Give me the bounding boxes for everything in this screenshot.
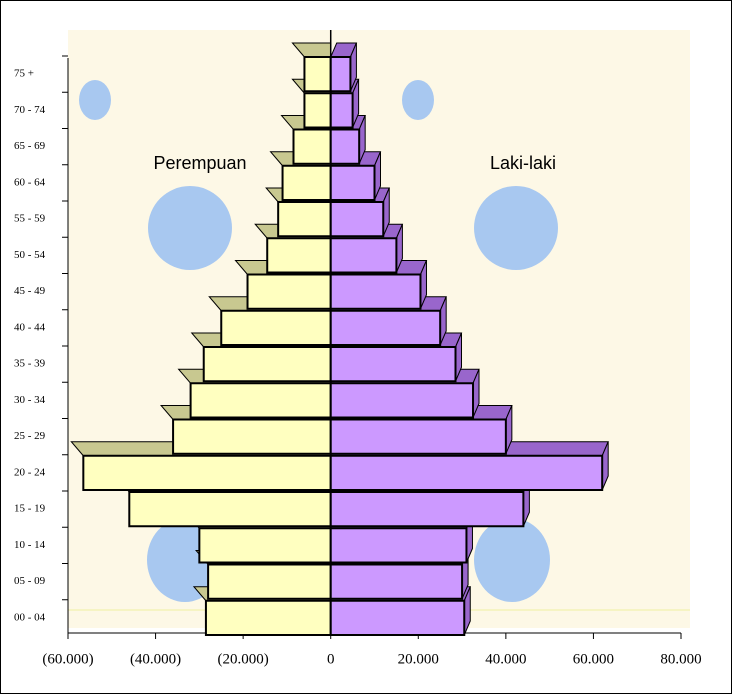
bar	[202, 346, 332, 383]
y-tick-label: 55 - 59	[14, 213, 46, 225]
bar	[329, 164, 376, 201]
bar	[329, 454, 604, 491]
bar	[329, 237, 398, 274]
y-tick-label: 20 - 24	[14, 466, 46, 478]
bar	[207, 563, 332, 600]
y-tick-label: 40 - 44	[14, 321, 46, 333]
bar	[204, 599, 332, 636]
y-tick-label: 30 - 34	[14, 394, 46, 406]
bar	[329, 273, 422, 310]
bar	[172, 418, 332, 455]
bar	[198, 527, 332, 564]
y-tick-label: 35 - 39	[14, 358, 46, 370]
bar	[277, 201, 332, 238]
bar	[329, 92, 354, 129]
bar	[329, 309, 442, 346]
x-tick-label: (40.000)	[130, 651, 181, 667]
bar	[266, 237, 332, 274]
y-tick-label: 10 - 14	[14, 539, 46, 551]
y-tick-label: 45 - 49	[14, 285, 46, 297]
y-tick-label: 50 - 54	[14, 249, 46, 261]
bar	[329, 346, 457, 383]
x-tick-label: 0	[327, 651, 335, 667]
bar	[128, 491, 332, 528]
bar	[329, 382, 475, 419]
bar	[303, 56, 332, 93]
bar	[82, 454, 332, 491]
bar	[220, 309, 332, 346]
y-tick-label: 60 - 64	[14, 176, 46, 188]
x-tick-label: 20.000	[398, 651, 439, 667]
y-tick-label: 70 - 74	[14, 104, 46, 116]
bar	[329, 491, 525, 528]
bar	[329, 56, 352, 93]
bar	[281, 164, 332, 201]
y-tick-label: 00 - 04	[14, 611, 46, 623]
bar	[329, 128, 361, 165]
bar	[329, 563, 464, 600]
y-tick-label: 15 - 19	[14, 503, 46, 515]
series-label: Laki-laki	[490, 153, 556, 173]
bar	[329, 599, 466, 636]
bar	[329, 201, 385, 238]
y-tick-label: 75 +	[14, 68, 34, 80]
bar	[303, 92, 332, 129]
bar	[246, 273, 332, 310]
y-tick-label: 65 - 69	[14, 140, 46, 152]
series-label: Perempuan	[153, 153, 246, 173]
background-blobs	[79, 80, 558, 602]
x-tick-label: (20.000)	[218, 651, 269, 667]
bar	[329, 527, 468, 564]
bar	[189, 382, 332, 419]
y-tick-label: 05 - 09	[14, 575, 46, 587]
y-tick-label: 25 - 29	[14, 430, 46, 442]
x-tick-label: (60.000)	[42, 651, 93, 667]
bar	[292, 128, 332, 165]
x-tick-label: 80.000	[660, 651, 701, 667]
x-tick-label: 40.000	[485, 651, 526, 667]
bar	[329, 418, 507, 455]
x-tick-label: 60.000	[573, 651, 614, 667]
